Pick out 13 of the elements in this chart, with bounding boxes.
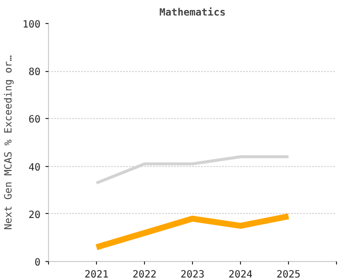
x-tick-label: 2025 <box>276 270 301 280</box>
x-tick-label: 2023 <box>180 270 205 280</box>
y-tick-label: 0 <box>34 258 41 268</box>
y-axis-title: Next Gen MCAS % Exceeding or… <box>3 55 14 230</box>
y-tick-label: 20 <box>28 210 41 221</box>
y-tick-label: 40 <box>28 162 41 174</box>
x-tick-label: 2024 <box>228 270 253 280</box>
y-tick-label: 100 <box>22 20 40 30</box>
x-tick-label: 2021 <box>84 270 109 280</box>
x-tick-label: 2022 <box>132 270 157 280</box>
chart-title: Mathematics <box>159 6 226 18</box>
y-tick-label: 60 <box>28 114 41 126</box>
y-tick-label: 80 <box>28 67 41 78</box>
